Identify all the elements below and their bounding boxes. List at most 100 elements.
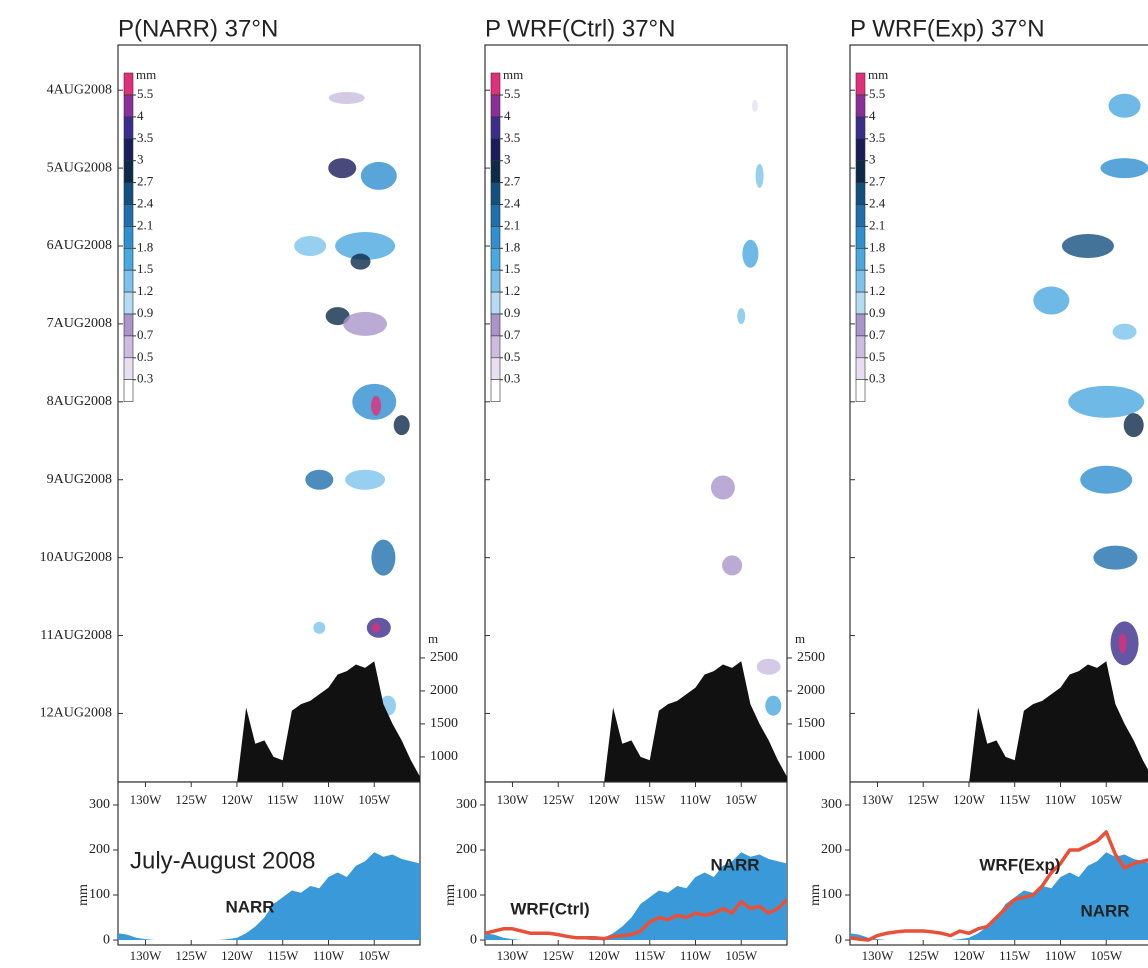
colorbar-swatch (123, 138, 134, 162)
colorbar-label: 0.5 (869, 349, 885, 364)
precip-blob (313, 621, 326, 634)
precip-blob (371, 539, 396, 576)
x-tick-label: 125W (907, 948, 940, 963)
y-tick-label: 7AUG2008 (47, 316, 112, 331)
precip-field (710, 99, 782, 716)
colorbar-label: 1.8 (137, 239, 153, 254)
panel-title: P WRF(Exp) 37°N (850, 15, 1045, 42)
precip-blob (350, 253, 371, 270)
colorbar-swatch (855, 357, 866, 380)
series-label: WRF(Exp) (979, 855, 1060, 874)
precip-blob (345, 469, 386, 490)
lower-plot (118, 852, 420, 941)
x-tick-label: 105W (358, 792, 391, 807)
y-axis-label: mm (443, 884, 458, 906)
colorbar-swatch (123, 94, 134, 118)
x-tick-label: 120W (221, 792, 254, 807)
y-tick-label: 9AUG2008 (47, 472, 112, 487)
y-tick-label: 12AUG2008 (40, 706, 112, 721)
panel-frame (484, 44, 788, 783)
x-tick-label: 130W (862, 792, 895, 807)
series-label: NARR (1080, 901, 1129, 920)
precip-blob (371, 395, 382, 416)
x-tick-label: 130W (497, 948, 530, 963)
colorbar-label: 5.5 (504, 86, 520, 101)
x-tick-label: 130W (862, 948, 895, 963)
colorbar-swatch (490, 335, 501, 359)
x-tick-label: 120W (953, 792, 986, 807)
precip-blob (751, 99, 758, 112)
x-tick-label: 125W (175, 948, 208, 963)
x-tick-label: 115W (267, 792, 299, 807)
x-tick-label: 120W (221, 948, 254, 963)
colorbar-label: 1.5 (504, 261, 520, 276)
terrain-tick-label: 2000 (797, 683, 825, 698)
colorbar-label: 0.3 (869, 371, 885, 386)
precip-blob (1123, 413, 1144, 438)
colorbar-label: 0.5 (504, 349, 520, 364)
colorbar-swatch (855, 335, 866, 359)
colorbar-swatch (490, 269, 501, 293)
terrain-tick-label: 2000 (430, 683, 458, 698)
precip-blob (765, 695, 782, 716)
y-tick-label: 5AUG2008 (47, 160, 112, 175)
terrain-tick-label: 1000 (430, 749, 458, 764)
lower-plot (850, 830, 1148, 942)
x-tick-label: 125W (542, 792, 575, 807)
y-tick-label: 300 (89, 797, 110, 812)
colorbar-swatch (123, 379, 134, 402)
colorbar-label: 2.1 (137, 217, 153, 232)
y-tick-label: 4AUG2008 (47, 82, 112, 97)
x-tick-label: 115W (634, 948, 666, 963)
precip-blob (393, 415, 410, 436)
x-tick-label: 115W (634, 792, 666, 807)
terrain (485, 661, 787, 782)
area (485, 852, 787, 941)
colorbar-swatch (855, 182, 866, 205)
colorbar-label: 2.4 (137, 195, 154, 210)
precip-blob (328, 91, 365, 104)
precip-blob (1033, 286, 1070, 315)
colorbar-swatch (490, 248, 501, 271)
x-tick-label: 115W (267, 948, 299, 963)
colorbar-label: 1.8 (869, 239, 885, 254)
line (485, 898, 787, 941)
colorbar-label: 0.7 (869, 327, 886, 342)
colorbar-label: 2.1 (504, 217, 520, 232)
series-label: NARR (225, 897, 274, 916)
colorbar-label: 5.5 (137, 86, 153, 101)
precip-blob (1100, 158, 1148, 179)
colorbar-swatch (490, 379, 501, 402)
precip-blob (1080, 465, 1133, 494)
terrain-tick-label: 2500 (430, 650, 458, 665)
lower-plot (485, 852, 787, 941)
colorbar-swatch (490, 291, 501, 315)
precip-blob (360, 161, 397, 190)
x-tick-label: 115W (999, 792, 1031, 807)
colorbar-label: 0.3 (504, 371, 520, 386)
x-tick-label: 120W (588, 948, 621, 963)
colorbar-swatch (490, 72, 501, 96)
y-tick-label: 8AUG2008 (47, 394, 112, 409)
colorbar-label: 0.3 (137, 371, 153, 386)
annotation: July-August 2008 (130, 847, 315, 874)
precip-blob (756, 658, 781, 675)
colorbar-label: 3 (869, 152, 876, 167)
colorbar-swatch (123, 116, 134, 140)
x-tick-label: 120W (588, 792, 621, 807)
colorbar-swatch (855, 116, 866, 140)
precip-blob (1068, 385, 1145, 418)
precip-blob (325, 307, 350, 326)
precip-blob (328, 158, 357, 179)
precip-blob (1093, 545, 1138, 570)
area (118, 852, 420, 941)
panel-title: P(NARR) 37°N (118, 15, 278, 42)
colorbar-label: 3.5 (869, 130, 885, 145)
y-tick-label: 11AUG2008 (40, 628, 112, 643)
y-tick-label: 100 (89, 887, 110, 902)
x-tick-label: 110W (680, 792, 712, 807)
colorbar-swatch (855, 291, 866, 315)
precip-blob (372, 622, 381, 633)
precip-blob (737, 308, 746, 325)
colorbar-swatch (123, 226, 134, 249)
